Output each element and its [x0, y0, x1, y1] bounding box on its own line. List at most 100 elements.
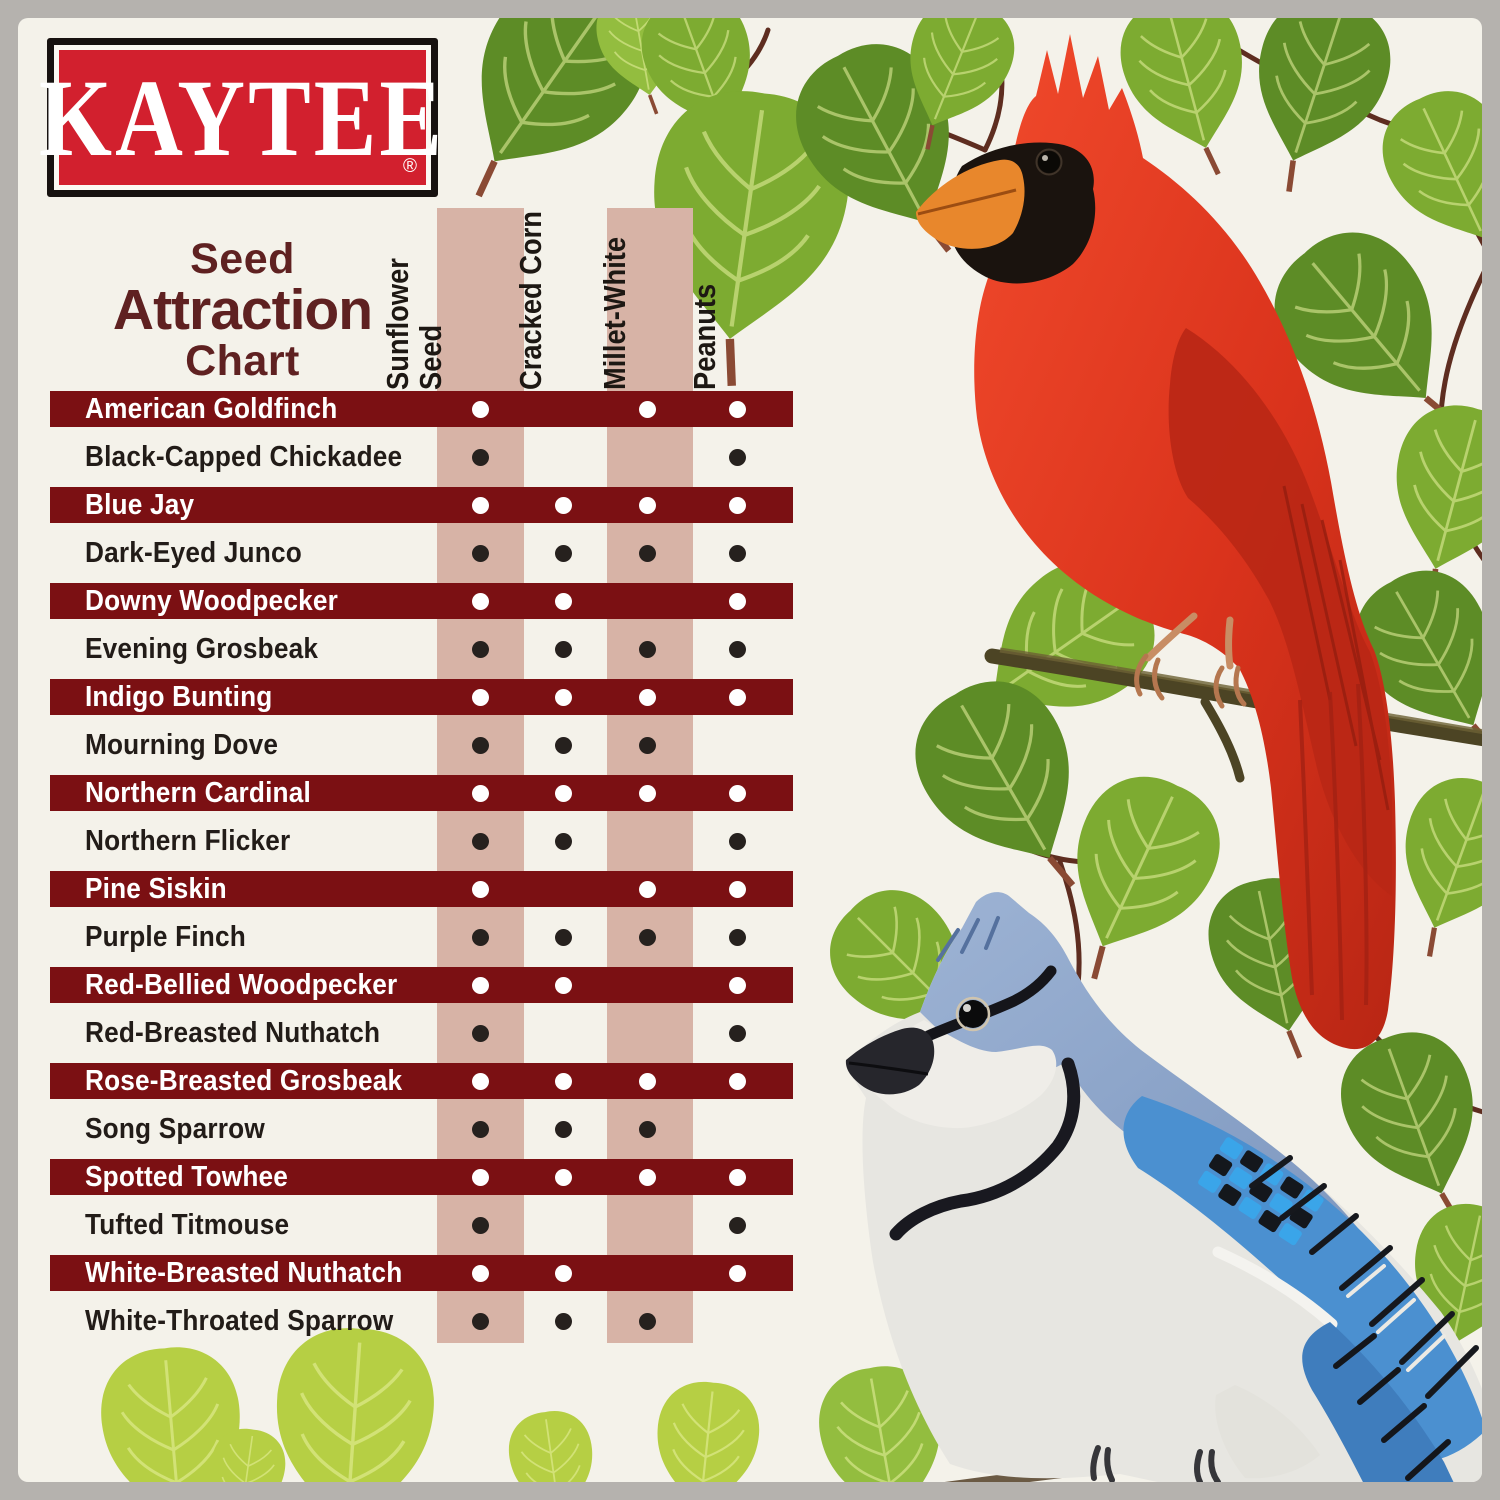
- bird-name: Rose-Breasted Grosbeak: [84, 1064, 403, 1097]
- attraction-dot: [471, 1264, 489, 1282]
- bird-name: Evening Grosbeak: [84, 632, 319, 665]
- bird-name: Northern Cardinal: [84, 776, 311, 809]
- attraction-dot: [554, 592, 572, 610]
- attraction-dot: [638, 1072, 656, 1090]
- attraction-dot: [638, 688, 656, 706]
- table-row: Evening Grosbeak: [50, 631, 793, 667]
- attraction-dot: [638, 1312, 656, 1330]
- chart-panel: KAYTEE ® Seed Attraction Chart Sunflower…: [18, 18, 1482, 1482]
- attraction-dot: [638, 784, 656, 802]
- bird-name: Song Sparrow: [84, 1112, 265, 1145]
- attraction-dot: [471, 1072, 489, 1090]
- attraction-dot: [471, 1168, 489, 1186]
- table-row: White-Throated Sparrow: [50, 1303, 793, 1339]
- attraction-dot: [471, 448, 489, 466]
- attraction-dot: [471, 736, 489, 754]
- table-row: Pine Siskin: [50, 871, 793, 907]
- attraction-dot: [638, 400, 656, 418]
- bird-name: Spotted Towhee: [84, 1160, 289, 1193]
- table-row: Downy Woodpecker: [50, 583, 793, 619]
- attraction-dot: [728, 496, 746, 514]
- column-header-sunflower-seed: Sunflower Seed: [380, 258, 448, 390]
- bird-name: White-Throated Sparrow: [84, 1304, 394, 1337]
- attraction-dot: [554, 832, 572, 850]
- attraction-dot: [554, 928, 572, 946]
- attraction-dot: [728, 400, 746, 418]
- table-row: Song Sparrow: [50, 1111, 793, 1147]
- attraction-dot: [554, 976, 572, 994]
- attraction-dot: [471, 928, 489, 946]
- attraction-dot: [554, 1264, 572, 1282]
- table-row: Purple Finch: [50, 919, 793, 955]
- attraction-dot: [728, 976, 746, 994]
- attraction-dot: [638, 1168, 656, 1186]
- table-row: White-Breasted Nuthatch: [50, 1255, 793, 1291]
- attraction-dot: [554, 1072, 572, 1090]
- attraction-dot: [554, 544, 572, 562]
- table-row: Tufted Titmouse: [50, 1207, 793, 1243]
- bird-name: Black-Capped Chickadee: [84, 440, 403, 473]
- column-header-peanuts: Peanuts: [686, 283, 722, 390]
- table-row: Northern Flicker: [50, 823, 793, 859]
- table-row: Spotted Towhee: [50, 1159, 793, 1195]
- attraction-dot: [728, 688, 746, 706]
- attraction-dot: [638, 928, 656, 946]
- attraction-dot: [728, 880, 746, 898]
- chart-title-line2: Attraction: [112, 278, 373, 342]
- attraction-dot: [728, 1264, 746, 1282]
- table-row: Red-Breasted Nuthatch: [50, 1015, 793, 1051]
- registered-trademark: ®: [403, 156, 417, 177]
- attraction-dot: [728, 832, 746, 850]
- bird-name: Mourning Dove: [84, 728, 279, 761]
- column-header-millet-white: Millet-White: [596, 236, 632, 390]
- bird-name: Downy Woodpecker: [84, 584, 339, 617]
- chart-title-line1: Seed: [190, 235, 295, 283]
- table-row: Dark-Eyed Junco: [50, 535, 793, 571]
- chart-title: Seed Attraction Chart: [35, 236, 450, 385]
- attraction-dot: [471, 592, 489, 610]
- attraction-dot: [728, 544, 746, 562]
- attraction-dot: [728, 928, 746, 946]
- table-row: Rose-Breasted Grosbeak: [50, 1063, 793, 1099]
- bird-name: Northern Flicker: [84, 824, 291, 857]
- column-header-cracked-corn: Cracked Corn: [512, 211, 548, 390]
- kaytee-logo-red-box: KAYTEE ®: [39, 50, 442, 185]
- table-row: Northern Cardinal: [50, 775, 793, 811]
- attraction-dot: [728, 448, 746, 466]
- attraction-dot: [471, 544, 489, 562]
- bird-name: Pine Siskin: [84, 872, 227, 905]
- table-row: Blue Jay: [50, 487, 793, 523]
- attraction-dot: [554, 1120, 572, 1138]
- attraction-dot: [728, 640, 746, 658]
- bird-name: American Goldfinch: [84, 392, 338, 425]
- attraction-dot: [554, 640, 572, 658]
- table-row: Indigo Bunting: [50, 679, 793, 715]
- attraction-dot: [638, 1120, 656, 1138]
- table-row: Mourning Dove: [50, 727, 793, 763]
- attraction-dot: [554, 688, 572, 706]
- attraction-dot: [728, 1072, 746, 1090]
- attraction-dot: [471, 1024, 489, 1042]
- attraction-dot: [471, 640, 489, 658]
- attraction-dot: [554, 736, 572, 754]
- attraction-dot: [728, 1024, 746, 1042]
- attraction-dot: [554, 496, 572, 514]
- chart-title-line3: Chart: [185, 337, 300, 385]
- bird-name: Dark-Eyed Junco: [84, 536, 302, 569]
- scene-illustration: [18, 18, 1482, 1482]
- bird-name: Red-Bellied Woodpecker: [84, 968, 398, 1001]
- attraction-dot: [554, 1168, 572, 1186]
- attraction-dot: [638, 736, 656, 754]
- table-row: American Goldfinch: [50, 391, 793, 427]
- attraction-dot: [554, 784, 572, 802]
- attraction-dot: [471, 400, 489, 418]
- cardinal-illustration: [916, 34, 1396, 1050]
- brand-wordmark: KAYTEE: [39, 56, 446, 179]
- attraction-dot: [471, 976, 489, 994]
- attraction-dot: [471, 1120, 489, 1138]
- attraction-dot: [471, 880, 489, 898]
- bird-name: Indigo Bunting: [84, 680, 273, 713]
- bird-name: Tufted Titmouse: [84, 1208, 290, 1241]
- kaytee-logo: KAYTEE ®: [39, 38, 442, 197]
- attraction-dot: [638, 544, 656, 562]
